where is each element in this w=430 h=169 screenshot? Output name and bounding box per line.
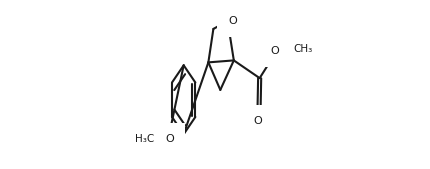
Text: O: O [165, 134, 173, 144]
Text: O: O [269, 46, 278, 56]
Text: H₃C: H₃C [135, 134, 154, 144]
Text: O: O [252, 116, 261, 126]
Text: O: O [228, 16, 236, 26]
Text: CH₃: CH₃ [293, 44, 312, 54]
